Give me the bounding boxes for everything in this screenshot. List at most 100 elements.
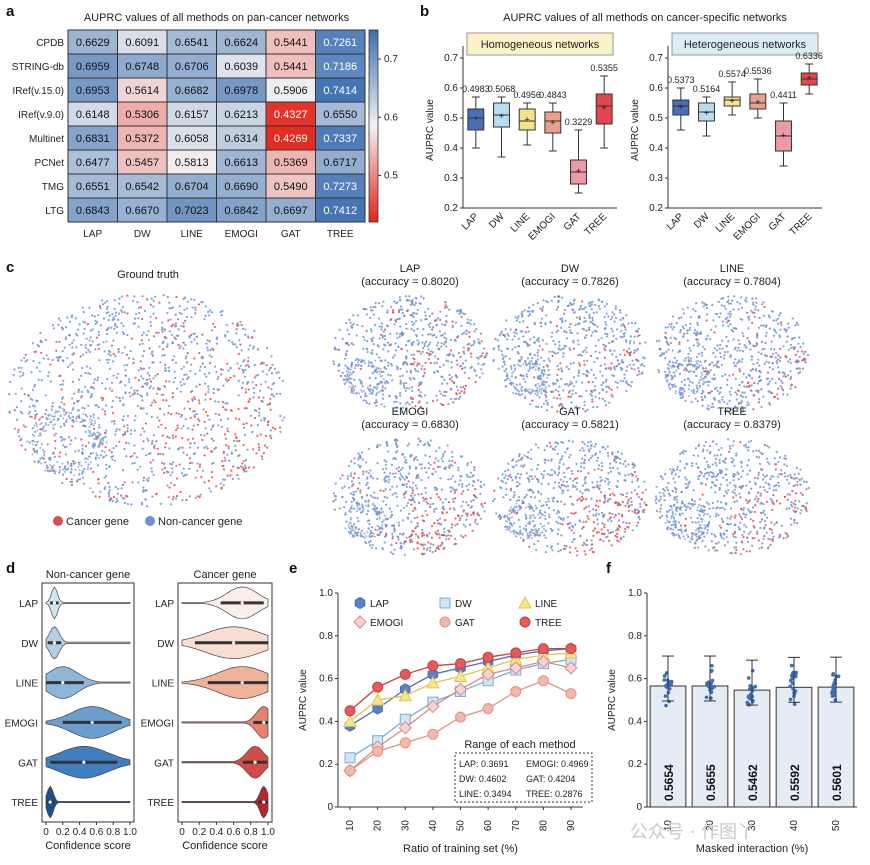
tsne-point: [771, 377, 774, 381]
tsne-point: [365, 483, 368, 486]
tsne-point: [721, 339, 724, 342]
tsne-point: [226, 427, 229, 430]
tsne-point: [441, 455, 445, 458]
tsne-point: [203, 420, 206, 423]
tsne-point: [739, 370, 742, 373]
tsne-point: [70, 412, 73, 414]
tsne-point: [457, 466, 460, 469]
tsne-point: [451, 487, 454, 490]
tsne-point: [368, 360, 371, 363]
tsne-point: [578, 362, 581, 365]
tsne-point: [72, 352, 75, 355]
tsne-point: [204, 427, 207, 430]
tsne-point: [520, 385, 524, 388]
tsne-point: [414, 533, 417, 536]
tsne-point: [122, 404, 125, 407]
tsne-point: [399, 509, 402, 512]
tsne-point: [42, 357, 45, 360]
tsne-point: [559, 459, 562, 462]
tsne-point: [669, 387, 672, 390]
tsne-point: [577, 339, 580, 342]
tsne-point: [802, 342, 805, 345]
tsne-point: [551, 331, 554, 334]
tsne-point: [114, 433, 117, 436]
tsne-point: [65, 418, 68, 421]
tsne-point: [694, 310, 697, 313]
tsne-point: [516, 363, 519, 366]
tsne-point: [35, 350, 38, 353]
tsne-point: [681, 392, 684, 395]
tsne-point: [729, 310, 732, 313]
tsne-point: [682, 327, 686, 330]
tsne-point: [581, 457, 584, 460]
tsne-point: [565, 337, 569, 340]
tsne-point: [796, 323, 800, 326]
tsne-point: [16, 418, 19, 421]
tsne-point: [395, 406, 398, 409]
tsne-point: [150, 297, 153, 300]
tsne-point: [98, 305, 102, 308]
tsne-point: [68, 320, 72, 323]
tsne-point: [383, 459, 386, 462]
tsne-point: [411, 324, 414, 327]
tsne-point: [706, 334, 709, 337]
tsne-point: [413, 322, 416, 325]
tsne-point: [630, 381, 633, 384]
tsne-point: [662, 352, 665, 355]
box-mean-marker: +: [755, 97, 760, 107]
tsne-point: [167, 496, 170, 499]
tsne-point: [333, 346, 336, 349]
panel-label-c: c: [6, 259, 14, 276]
tsne-point: [767, 314, 771, 317]
tsne-point: [126, 427, 129, 430]
tsne-point: [671, 315, 674, 318]
tsne-point: [428, 532, 431, 535]
tsne-point: [560, 483, 564, 487]
tsne-point: [721, 375, 724, 378]
tsne-point: [395, 467, 398, 470]
tsne-point: [476, 513, 479, 516]
tsne-point: [517, 337, 520, 340]
tsne-point: [26, 359, 29, 362]
tsne-point: [381, 397, 384, 400]
tsne-point: [585, 334, 588, 337]
tsne-point: [729, 313, 732, 316]
tsne-point: [682, 335, 685, 338]
tsne-point: [562, 471, 566, 474]
tsne-point: [108, 495, 111, 498]
tsne-point: [408, 403, 411, 406]
tsne-point: [411, 397, 415, 400]
tsne-point: [111, 313, 114, 316]
tsne-point: [391, 532, 394, 535]
tsne-point: [520, 358, 523, 361]
tsne-point: [397, 309, 401, 312]
tsne-point: [754, 389, 758, 392]
tsne-point: [729, 302, 733, 305]
tsne-point: [357, 477, 360, 480]
tsne-point: [596, 325, 599, 328]
tsne-point: [213, 447, 216, 451]
tsne-point: [472, 499, 475, 502]
tsne-point: [45, 409, 48, 412]
tsne-point: [670, 383, 673, 386]
tsne-point: [207, 314, 211, 317]
tsne-point: [229, 367, 232, 370]
tsne-point: [334, 336, 337, 339]
tsne-point: [381, 305, 384, 308]
tsne-point: [567, 439, 571, 442]
tsne-point: [108, 367, 111, 370]
tsne-point: [464, 359, 467, 362]
tsne-point: [253, 376, 256, 379]
tsne-point: [37, 434, 40, 437]
tsne-point: [71, 397, 74, 400]
tsne-point: [781, 389, 785, 392]
tsne-point: [94, 458, 97, 461]
tsne-point: [390, 510, 393, 513]
tsne-point: [468, 475, 471, 479]
tsne-point: [249, 344, 252, 347]
tsne-point: [401, 311, 404, 315]
tsne-point: [405, 327, 408, 330]
tsne-point: [101, 299, 104, 302]
tsne-point: [98, 444, 101, 447]
tsne-point: [152, 473, 155, 476]
